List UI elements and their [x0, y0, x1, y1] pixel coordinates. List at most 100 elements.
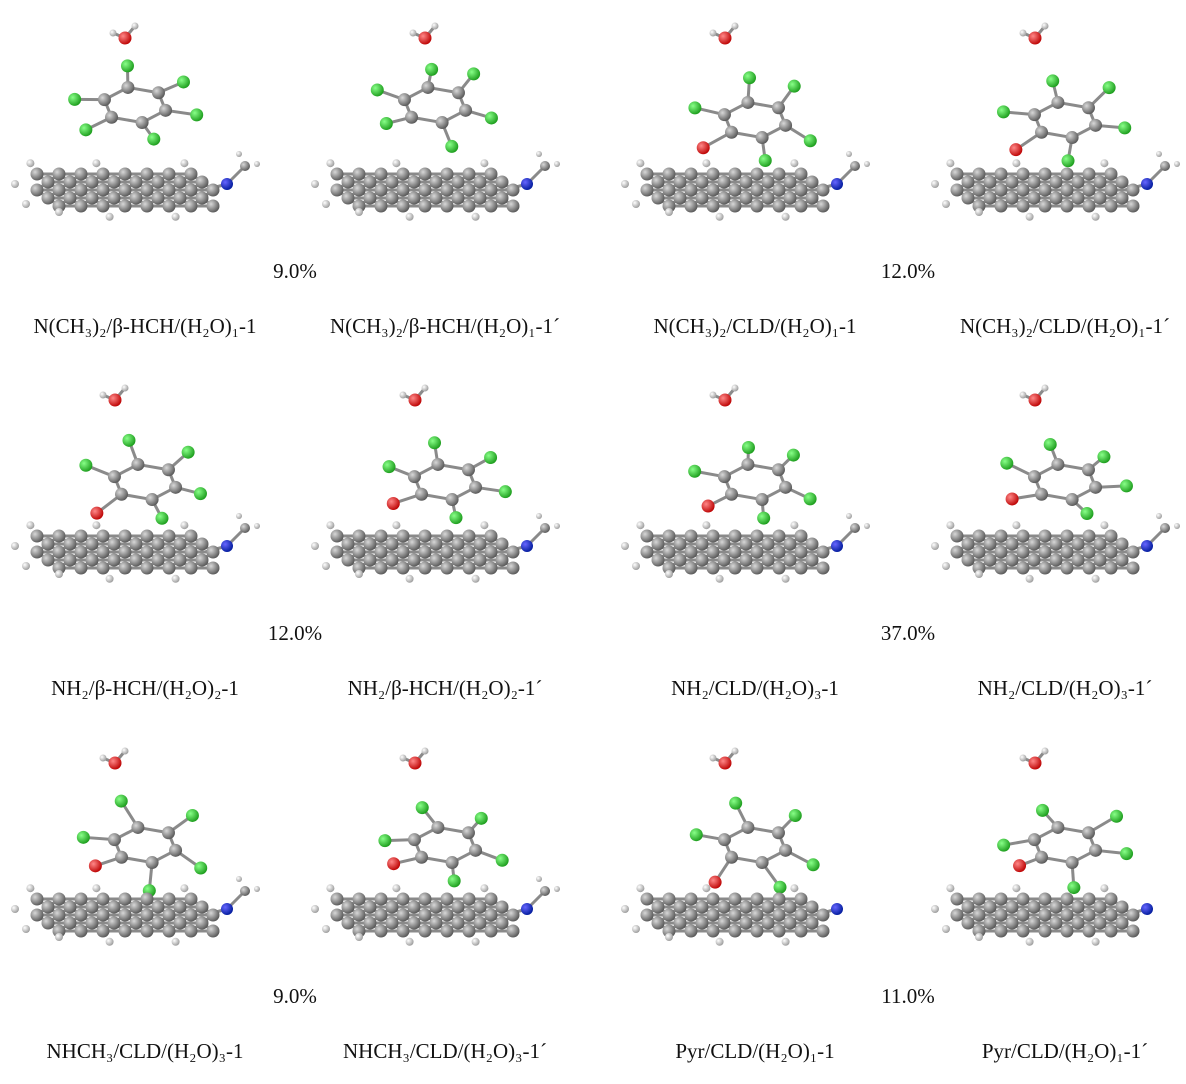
atom: [507, 200, 520, 213]
molecule: [621, 385, 870, 583]
atom: [480, 159, 488, 167]
atom: [452, 86, 465, 99]
atom: [236, 151, 242, 157]
atom: [221, 903, 233, 915]
atom: [331, 546, 344, 559]
atom: [172, 213, 180, 221]
atom: [1094, 538, 1107, 551]
atom: [22, 925, 30, 933]
atom: [422, 748, 429, 755]
atom: [1103, 81, 1116, 94]
atom: [1118, 121, 1131, 134]
atom: [984, 538, 997, 551]
atom: [386, 176, 399, 189]
atom: [196, 192, 209, 205]
atom: [53, 909, 66, 922]
atom: [702, 884, 710, 892]
atom: [364, 176, 377, 189]
atom: [773, 546, 786, 559]
atom: [817, 909, 830, 922]
atom: [406, 938, 414, 946]
atom: [445, 140, 458, 153]
atom: [105, 111, 118, 124]
atom: [109, 757, 122, 770]
atom: [1066, 131, 1079, 144]
atom: [449, 511, 462, 524]
atom: [236, 513, 242, 519]
atom: [11, 180, 19, 188]
atom: [31, 893, 44, 906]
atom: [130, 538, 143, 551]
atom: [1089, 844, 1102, 857]
atom: [790, 884, 798, 892]
atom: [652, 917, 665, 930]
atom: [355, 208, 363, 216]
atom: [1061, 925, 1074, 938]
atom: [674, 192, 687, 205]
atom: [942, 562, 950, 570]
atom: [474, 176, 487, 189]
atom: [106, 575, 114, 583]
atom: [951, 546, 964, 559]
atom: [696, 176, 709, 189]
atom: [408, 833, 421, 846]
atom: [751, 530, 764, 543]
atom: [773, 909, 786, 922]
atom: [787, 449, 800, 462]
atom: [536, 151, 542, 157]
atom: [1028, 192, 1041, 205]
atom: [1082, 826, 1095, 839]
atom: [707, 546, 720, 559]
atom: [1061, 893, 1074, 906]
atom: [119, 893, 132, 906]
atom: [1072, 917, 1085, 930]
atom: [507, 925, 520, 938]
atom: [742, 441, 755, 454]
atom: [100, 392, 107, 399]
atom: [817, 200, 830, 213]
atom: [1105, 909, 1118, 922]
atom: [762, 554, 775, 567]
atom: [674, 538, 687, 551]
atom: [496, 854, 509, 867]
atom: [97, 546, 110, 559]
atom: [795, 168, 808, 181]
atom: [185, 184, 198, 197]
atom: [772, 826, 785, 839]
atom: [540, 886, 550, 896]
atom: [696, 901, 709, 914]
atom: [371, 83, 384, 96]
atom: [762, 192, 775, 205]
atom: [130, 901, 143, 914]
atom: [817, 562, 830, 575]
atom: [1116, 917, 1129, 930]
atom: [973, 530, 986, 543]
atom: [685, 530, 698, 543]
atom: [741, 821, 754, 834]
atom: [1061, 562, 1074, 575]
atom: [690, 828, 703, 841]
atom: [1174, 161, 1180, 167]
atom: [221, 178, 233, 190]
atom: [751, 200, 764, 213]
atom: [995, 909, 1008, 922]
atom: [1017, 925, 1030, 938]
atom: [846, 151, 852, 157]
atom: [806, 554, 819, 567]
atom: [108, 901, 121, 914]
atom: [751, 925, 764, 938]
atom: [397, 562, 410, 575]
atom: [162, 463, 175, 476]
atom: [707, 925, 720, 938]
atom: [485, 530, 498, 543]
atom: [119, 546, 132, 559]
atom: [685, 925, 698, 938]
atom: [375, 546, 388, 559]
atom: [1083, 200, 1096, 213]
atom: [1120, 847, 1133, 860]
atom: [397, 184, 410, 197]
atom: [441, 530, 454, 543]
atom: [779, 481, 792, 494]
atom: [1120, 479, 1133, 492]
atom: [364, 917, 377, 930]
